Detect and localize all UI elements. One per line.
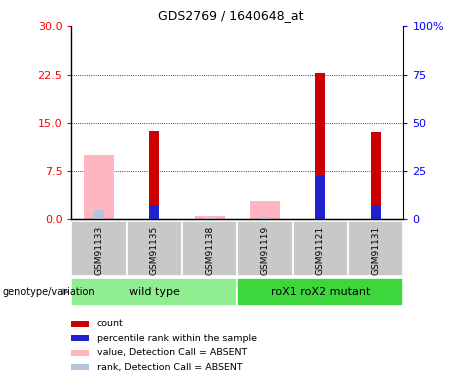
Bar xyxy=(315,73,325,219)
Text: GSM91121: GSM91121 xyxy=(316,226,325,275)
Text: GSM91138: GSM91138 xyxy=(205,226,214,275)
Text: rank, Detection Call = ABSENT: rank, Detection Call = ABSENT xyxy=(97,363,242,372)
Text: GSM91135: GSM91135 xyxy=(150,226,159,275)
FancyBboxPatch shape xyxy=(237,221,293,276)
Text: roX1 roX2 mutant: roX1 roX2 mutant xyxy=(271,286,370,297)
FancyBboxPatch shape xyxy=(71,278,237,306)
Bar xyxy=(94,210,104,219)
Bar xyxy=(205,218,215,219)
Bar xyxy=(260,217,270,219)
FancyBboxPatch shape xyxy=(71,221,127,276)
Text: GDS2769 / 1640648_at: GDS2769 / 1640648_at xyxy=(158,9,303,22)
FancyBboxPatch shape xyxy=(127,221,182,276)
Bar xyxy=(84,155,114,219)
Bar xyxy=(71,335,89,342)
Bar xyxy=(71,321,89,327)
Bar xyxy=(250,201,280,219)
FancyBboxPatch shape xyxy=(293,221,348,276)
Text: value, Detection Call = ABSENT: value, Detection Call = ABSENT xyxy=(97,348,247,357)
Text: GSM91133: GSM91133 xyxy=(95,226,104,275)
Bar xyxy=(71,364,89,370)
Bar xyxy=(149,205,160,219)
Text: percentile rank within the sample: percentile rank within the sample xyxy=(97,334,257,343)
Text: wild type: wild type xyxy=(129,286,180,297)
FancyBboxPatch shape xyxy=(237,278,403,306)
Bar xyxy=(195,216,225,219)
FancyBboxPatch shape xyxy=(182,221,237,276)
Text: GSM91119: GSM91119 xyxy=(260,226,270,275)
Text: GSM91131: GSM91131 xyxy=(371,226,380,275)
FancyBboxPatch shape xyxy=(348,221,403,276)
Bar xyxy=(371,205,381,219)
Bar xyxy=(315,176,325,219)
Bar xyxy=(71,350,89,356)
Text: count: count xyxy=(97,320,124,328)
Text: genotype/variation: genotype/variation xyxy=(2,287,95,297)
Bar xyxy=(149,130,160,219)
Bar xyxy=(371,132,381,219)
